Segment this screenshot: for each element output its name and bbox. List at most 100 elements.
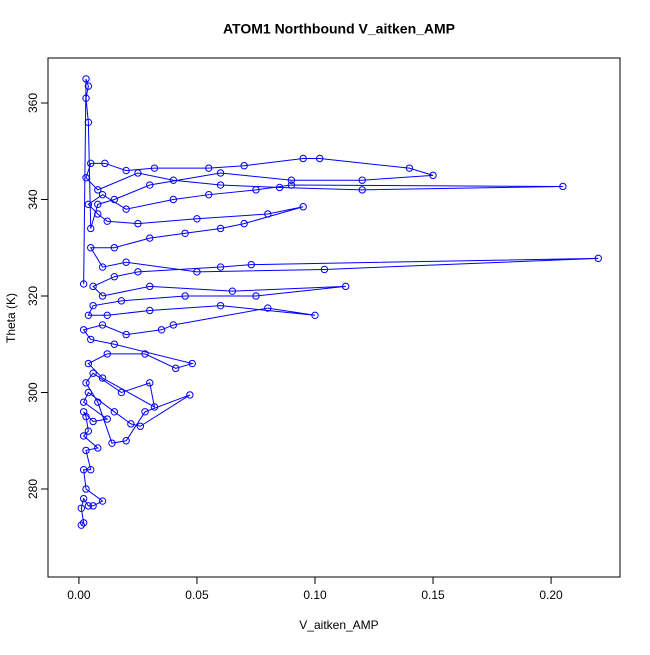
data-point [98, 321, 107, 329]
data-point [252, 292, 260, 300]
data-point [94, 210, 102, 218]
data-point [134, 268, 142, 276]
data-point [87, 465, 95, 474]
data-point [103, 217, 111, 225]
data-point [169, 176, 178, 184]
data-point [240, 219, 248, 228]
data-point [84, 427, 93, 435]
data-point [150, 164, 159, 172]
data-line [80, 78, 599, 526]
data-point [169, 195, 178, 204]
data-point [89, 502, 97, 510]
data-point [136, 422, 145, 430]
data-point [79, 494, 88, 503]
data-point [82, 75, 90, 83]
plot-frame [47, 57, 621, 578]
data-point [79, 280, 88, 288]
data-point [316, 154, 324, 163]
data-point [216, 181, 225, 189]
data-point [87, 335, 95, 344]
data-point [94, 444, 102, 452]
data-point [94, 186, 102, 194]
data-point [146, 379, 154, 387]
x-tick-label: 0.20 [539, 588, 563, 602]
data-point [117, 297, 126, 305]
data-point [181, 292, 189, 300]
data-point [89, 417, 97, 426]
data-point [311, 311, 319, 320]
data-point [134, 169, 142, 177]
data-point [216, 263, 225, 271]
data-point [79, 326, 88, 334]
data-point [82, 174, 90, 182]
data-point [89, 282, 97, 291]
data-point [79, 398, 88, 406]
data-point [98, 374, 107, 382]
data-point [98, 292, 107, 300]
data-point [405, 164, 414, 172]
data-point [98, 190, 107, 199]
data-point [79, 408, 88, 416]
data-point [216, 224, 225, 233]
data-point [216, 169, 225, 177]
data-point [146, 234, 154, 242]
data-point [205, 190, 213, 199]
data-point [287, 181, 296, 189]
data-point [82, 94, 90, 102]
x-tick-label: 0.05 [185, 588, 209, 602]
data-point [110, 408, 119, 416]
x-tick-label: 0.15 [421, 588, 445, 602]
data-point [84, 118, 93, 127]
data-point [82, 485, 90, 493]
data-point [299, 203, 307, 211]
data-point [429, 171, 437, 180]
data-point [228, 287, 237, 295]
data-point [122, 258, 130, 266]
data-point [82, 379, 90, 387]
data-point [594, 254, 602, 263]
x-tick-label: 0.10 [303, 588, 327, 602]
data-point [127, 420, 135, 428]
data-point [89, 369, 97, 377]
data-point [157, 326, 166, 334]
data-point [110, 340, 119, 348]
data-point [122, 166, 130, 175]
y-tick-label: 280 [26, 479, 40, 499]
data-point [84, 388, 93, 397]
data-point [87, 244, 95, 252]
data-point [79, 519, 88, 527]
y-tick-label: 340 [26, 189, 40, 209]
data-point [193, 268, 201, 276]
data-point [98, 263, 107, 271]
data-point [87, 159, 95, 168]
data-point [169, 321, 178, 329]
x-tick-label: 0.00 [67, 588, 91, 602]
data-point [240, 162, 248, 170]
data-point [103, 350, 111, 358]
data-point [146, 282, 154, 291]
data-point [181, 229, 189, 237]
data-point [172, 364, 180, 373]
data-point [252, 186, 260, 194]
data-point [122, 205, 130, 213]
data-point [77, 521, 85, 529]
data-point [84, 502, 93, 510]
data-point [103, 311, 111, 320]
data-point [134, 219, 142, 228]
data-point [110, 273, 119, 281]
x-axis-label: V_aitken_AMP [299, 618, 378, 632]
data-point [216, 301, 225, 310]
data-point [82, 446, 90, 455]
data-point [110, 195, 119, 204]
data-point [186, 391, 194, 399]
data-point [205, 164, 213, 172]
data-point [110, 244, 119, 252]
data-point [89, 301, 97, 310]
data-point [150, 403, 159, 411]
data-point [79, 432, 88, 440]
data-point [122, 437, 130, 445]
chart-title: ATOM1 Northbound V_aitken_AMP [223, 21, 455, 37]
data-point [101, 159, 109, 168]
